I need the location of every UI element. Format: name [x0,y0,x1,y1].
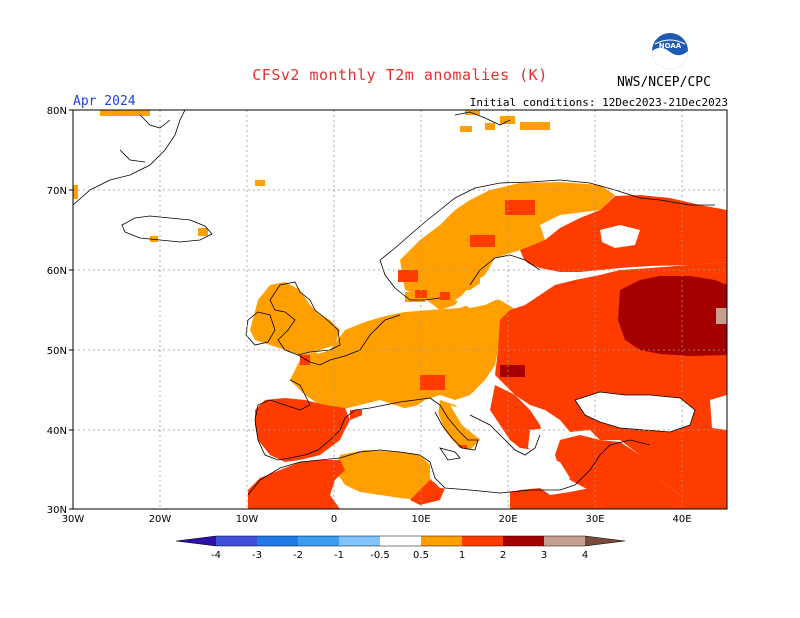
lat-label: 30N [47,505,67,516]
legend-label: 1 [459,550,465,561]
legend-swatch [216,536,257,546]
color-legend: -4 -3 -2 -1 -0.5 0.5 1 2 3 4 [175,535,626,561]
legend-swatch [544,536,585,546]
lat-label: 80N [47,106,67,117]
legend-swatch [257,536,298,546]
legend-label: -2 [293,550,303,561]
latitude-labels: 80N 70N 60N 50N 40N 30N [47,106,67,516]
coastlines [73,110,715,496]
lon-label: 30E [585,514,604,525]
lat-ticks [69,109,73,510]
longitude-labels: 30W 20W 10W 0 10E 20E 30E 40E [62,514,692,525]
lon-label: 10W [236,514,259,525]
lon-label: 20W [149,514,172,525]
agency-label: NWS/NCEP/CPC [617,75,711,90]
noaa-logo-icon: NOAA [651,32,689,74]
lat-label: 50N [47,346,67,357]
map-frame [72,109,728,510]
water-bodies [330,225,727,495]
legend-swatch [176,536,216,546]
legend-swatch [462,536,503,546]
logo-text: NOAA [659,42,682,50]
legend-label: 4 [582,550,588,561]
initial-conditions: Initial conditions: 12Dec2023-21Dec2023 [469,96,728,109]
legend-label: -0.5 [370,550,390,561]
lat-label: 40N [47,426,67,437]
graticule [73,110,727,509]
lat-label: 70N [47,186,67,197]
legend-swatch [421,536,462,546]
anomaly-region-above-2 [500,276,727,377]
chart-title: CFSv2 monthly T2m anomalies (K) [252,66,548,84]
anomaly-field [73,110,727,509]
legend-swatch [585,536,625,546]
forecast-month: Apr 2024 [73,94,136,109]
legend-label: 2 [500,550,506,561]
lon-label: 30W [62,514,85,525]
legend-label: 0.5 [413,550,429,561]
legend-label: -4 [211,550,221,561]
lon-label: 0 [331,514,337,525]
legend-swatch [503,536,544,546]
legend-swatch [380,536,421,546]
legend-swatch [298,536,339,546]
legend-label: -1 [334,550,344,561]
legend-label: 3 [541,550,547,561]
lon-label: 40E [672,514,691,525]
legend-swatch [339,536,380,546]
lon-label: 10E [411,514,430,525]
lat-label: 60N [47,266,67,277]
lon-label: 20E [498,514,517,525]
legend-label: -3 [252,550,262,561]
anomaly-region-above-3 [716,308,727,324]
